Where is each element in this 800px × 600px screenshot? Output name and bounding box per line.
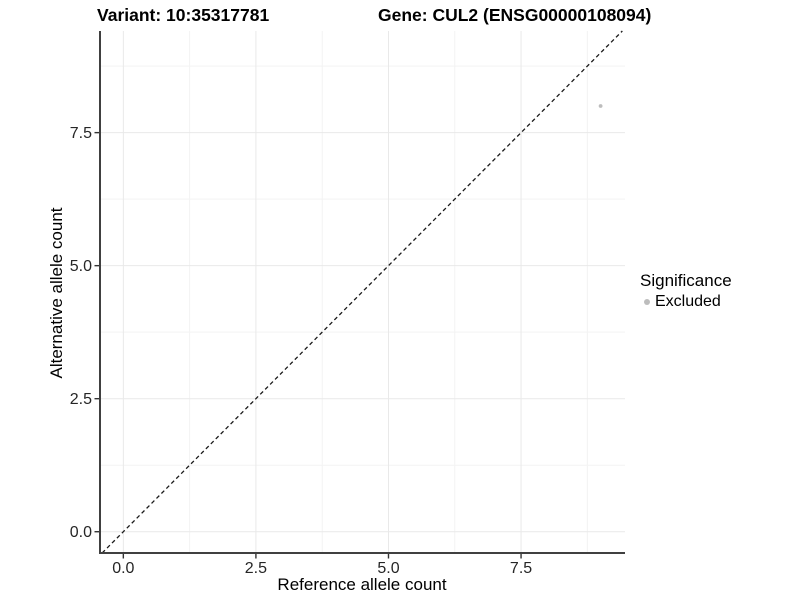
x-tick-label: 5.0 [377, 560, 399, 577]
identity-reference-line [101, 30, 623, 554]
x-tick-label: 0.0 [112, 560, 134, 577]
x-tick-label: 7.5 [510, 560, 532, 577]
data-point [598, 104, 603, 108]
legend-key-dot-icon [644, 299, 650, 305]
legend-item-label: Excluded [655, 293, 721, 310]
y-tick-label: 7.5 [70, 125, 92, 142]
legend: Significance Excluded [640, 271, 732, 311]
legend-title: Significance [640, 271, 732, 290]
y-tick-label: 5.0 [70, 258, 92, 275]
y-axis-title: Alternative allele count [47, 207, 66, 379]
variant-title: Variant: 10:35317781 [97, 5, 270, 25]
y-tick-label: 0.0 [70, 524, 92, 541]
legend-item-excluded: Excluded [640, 293, 732, 311]
y-tick-label: 2.5 [70, 391, 92, 408]
x-axis-title: Reference allele count [277, 575, 447, 594]
x-tick-label: 2.5 [245, 560, 267, 577]
gene-title: Gene: CUL2 (ENSG00000108094) [378, 5, 652, 25]
